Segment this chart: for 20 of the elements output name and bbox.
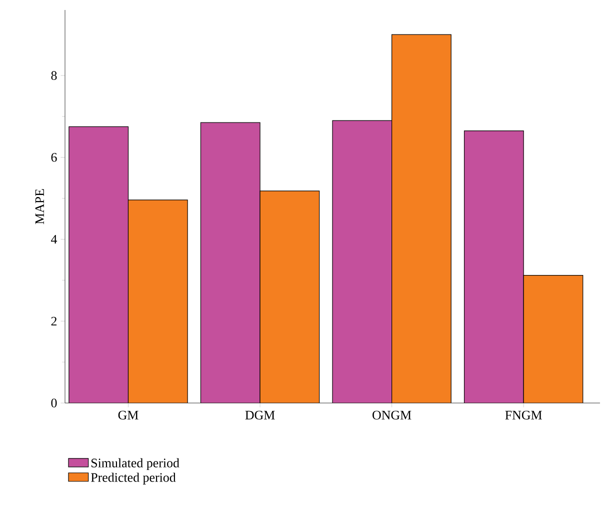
x-tick-label: ONGM bbox=[372, 410, 412, 420]
x-tick-label: FNGM bbox=[505, 410, 542, 420]
bar bbox=[464, 130, 524, 403]
y-tick-label: 6 bbox=[51, 153, 57, 162]
bar bbox=[68, 126, 128, 403]
legend-label: Simulated period bbox=[91, 458, 180, 470]
x-tick-label: DGM bbox=[245, 410, 275, 420]
bar bbox=[392, 34, 452, 403]
bar bbox=[260, 190, 320, 403]
y-axis-title: MAPE bbox=[35, 189, 44, 224]
x-tick-label: GM bbox=[118, 410, 138, 420]
bar bbox=[200, 122, 260, 403]
bar bbox=[128, 200, 188, 403]
bar bbox=[332, 120, 392, 403]
y-tick-label: 4 bbox=[51, 234, 58, 244]
bar bbox=[523, 274, 584, 403]
y-tick-label: 8 bbox=[51, 71, 57, 80]
y-tick-label: 2 bbox=[51, 316, 57, 326]
legend-label: Predicted period bbox=[90, 472, 176, 484]
y-tick-label: 0 bbox=[51, 398, 57, 408]
